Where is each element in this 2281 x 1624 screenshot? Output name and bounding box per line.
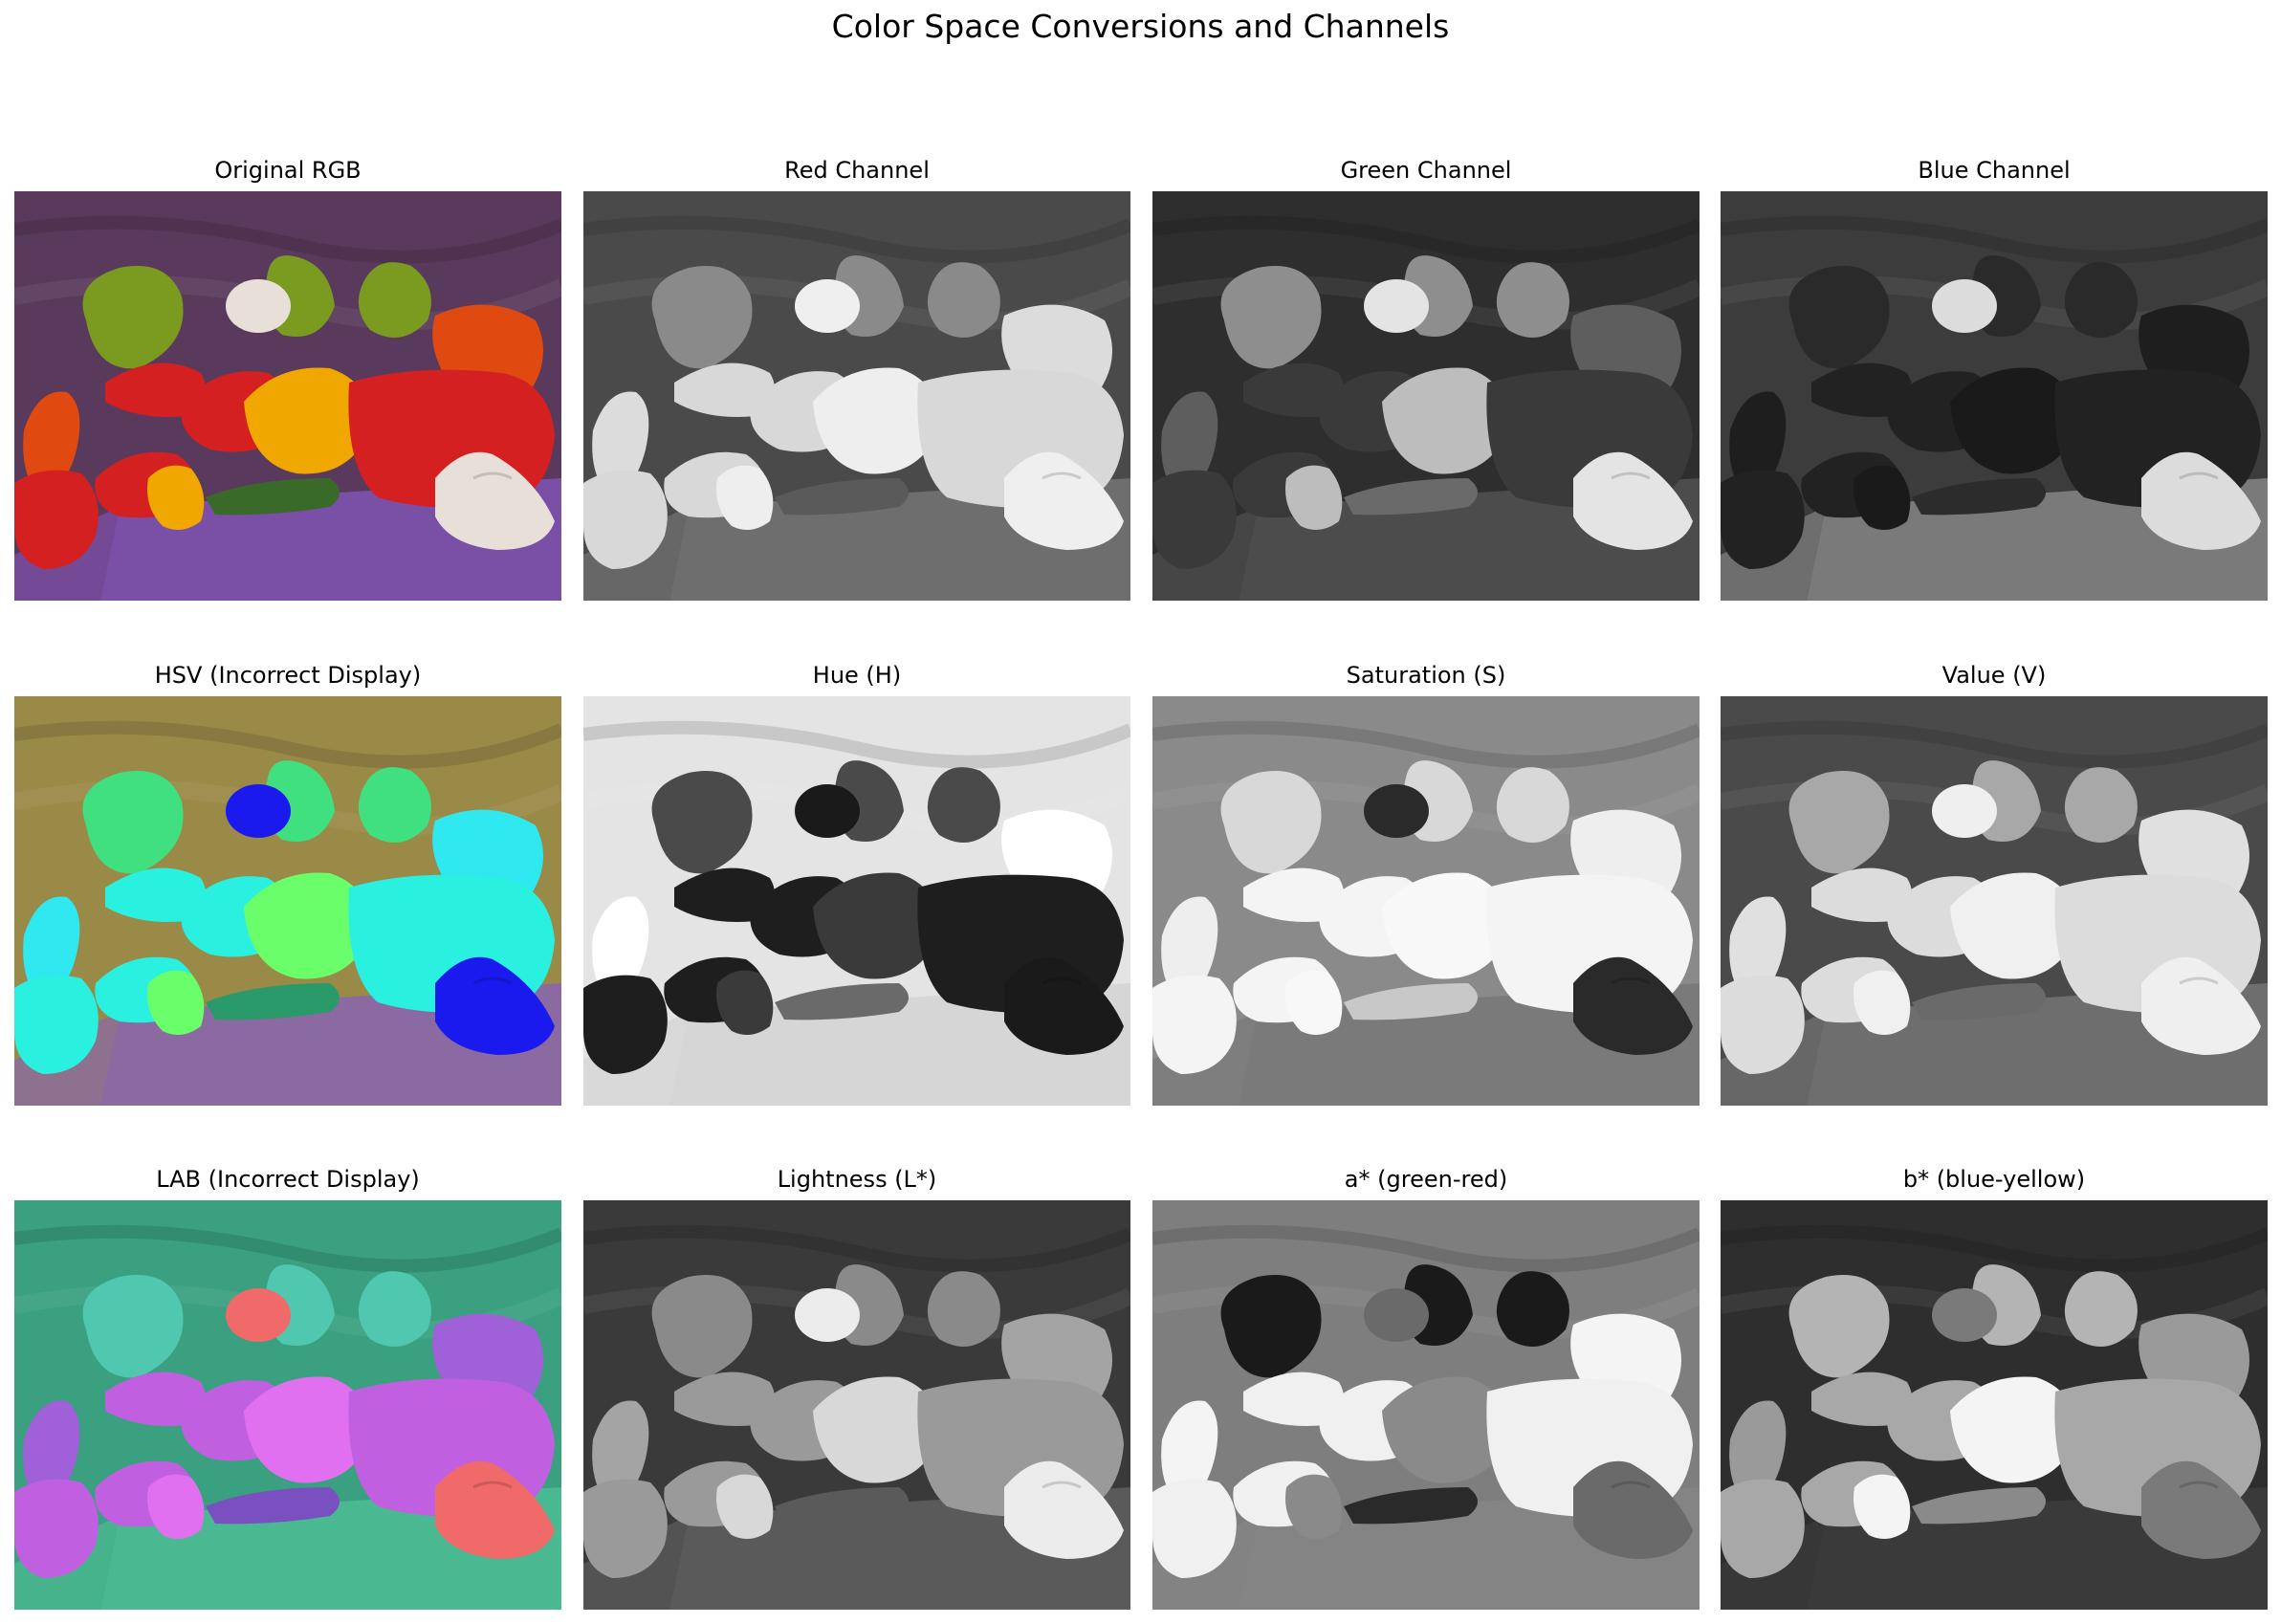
peppers-image: [583, 1200, 1130, 1610]
peppers-image: [1721, 191, 2268, 601]
peppers-image: [1152, 191, 1700, 601]
peppers-image: [14, 696, 561, 1106]
peppers-image: [1152, 696, 1700, 1106]
panel-title: Value (V): [1941, 662, 2047, 689]
panel-lab: LAB (Incorrect Display): [14, 1158, 561, 1610]
peppers-image: [14, 1200, 561, 1610]
panel-b-star: b* (blue-yellow): [1721, 1158, 2268, 1610]
panel-hsv: HSV (Incorrect Display): [14, 654, 561, 1106]
peppers-image: [1721, 1200, 2268, 1610]
panel-red-channel: Red Channel: [583, 149, 1130, 601]
panel-title: b* (blue-yellow): [1902, 1166, 2086, 1193]
panel-title: Hue (H): [812, 662, 902, 689]
panel-green-channel: Green Channel: [1152, 149, 1700, 601]
panel-value: Value (V): [1721, 654, 2268, 1106]
panel-blue-channel: Blue Channel: [1721, 149, 2268, 601]
panel-title: Lightness (L*): [777, 1166, 937, 1193]
panel-title: LAB (Incorrect Display): [156, 1166, 420, 1193]
panel-lightness: Lightness (L*): [583, 1158, 1130, 1610]
peppers-image: [1152, 1200, 1700, 1610]
peppers-image: [14, 191, 561, 601]
panel-hue: Hue (H): [583, 654, 1130, 1106]
panel-title: a* (green-red): [1344, 1166, 1508, 1193]
panel-title: Red Channel: [784, 157, 930, 184]
panel-original-rgb: Original RGB: [14, 149, 561, 601]
panel-title: Blue Channel: [1918, 157, 2071, 184]
panel-a-star: a* (green-red): [1152, 1158, 1700, 1610]
peppers-image: [1721, 696, 2268, 1106]
peppers-image: [583, 191, 1130, 601]
panel-title: HSV (Incorrect Display): [154, 662, 422, 689]
figure-title: Color Space Conversions and Channels: [831, 8, 1450, 45]
panel-title: Green Channel: [1340, 157, 1512, 184]
panel-title: Original RGB: [214, 157, 362, 184]
panel-title: Saturation (S): [1346, 662, 1506, 689]
panel-saturation: Saturation (S): [1152, 654, 1700, 1106]
peppers-image: [583, 696, 1130, 1106]
